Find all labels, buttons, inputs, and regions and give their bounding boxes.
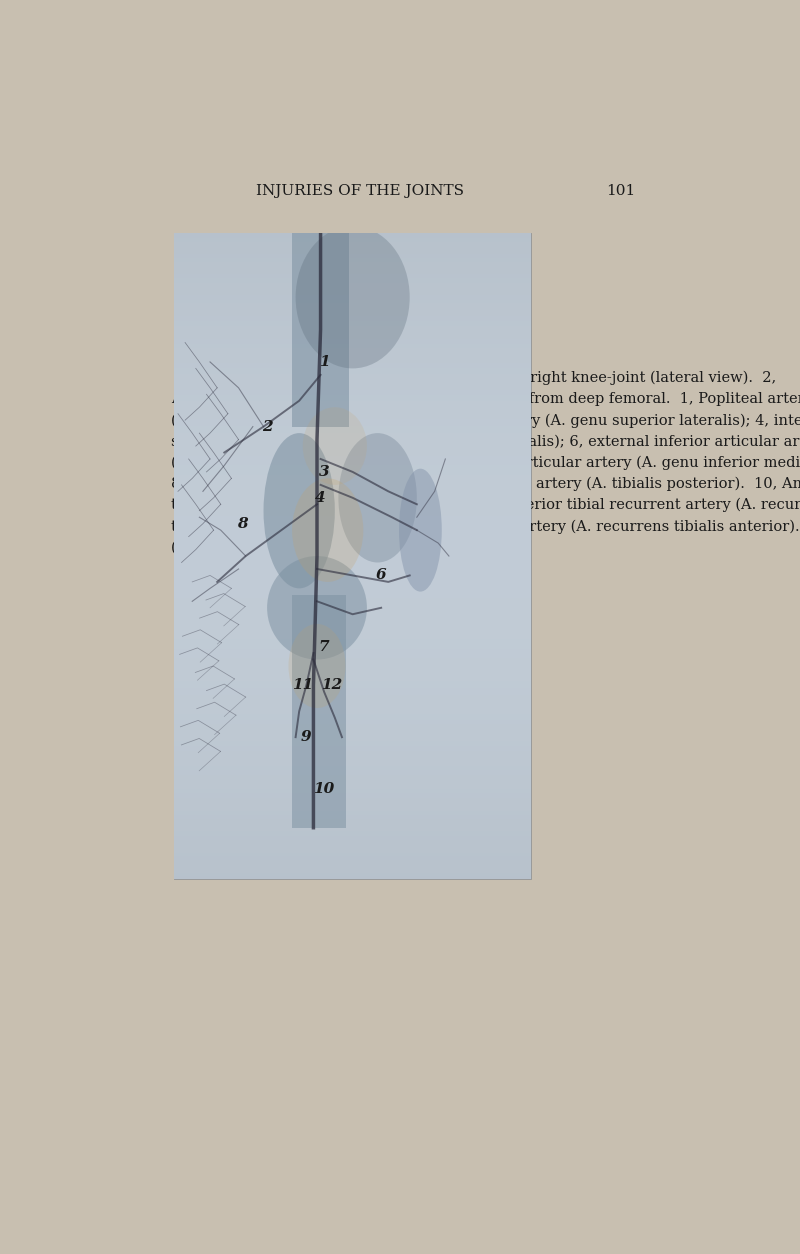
Text: Fig. 52.—The blood-supply in and around the right knee-joint (lateral view).  2,: Fig. 52.—The blood-supply in and around … (190, 371, 776, 385)
Text: superior articular artery (A. genu superior medialis); 6, external inferior arti: superior articular artery (A. genu super… (171, 434, 800, 449)
Text: 8, sural arteries (Aa. surales).  9, Posterior tibial artery (A. tibialis poster: 8, sural arteries (Aa. surales). 9, Post… (171, 477, 800, 492)
Text: (Surgical Clinics of John B. Murphy.): (Surgical Clinics of John B. Murphy.) (171, 540, 443, 556)
Text: (A. genu inferior lateralis); 7, internal inferior articular artery (A. genu inf: (A. genu inferior lateralis); 7, interna… (171, 455, 800, 470)
Text: 101: 101 (606, 184, 635, 198)
Text: (A. poplitea): 3, External superior articular artery (A. genu superior lateralis: (A. poplitea): 3, External superior arti… (171, 413, 800, 428)
Text: tibialis posterior); 12, anterior tibial recurrent artery (A. recurrens tibialis: tibialis posterior); 12, anterior tibial… (171, 519, 800, 534)
Bar (174, 232, 531, 879)
Text: INJURIES OF THE JOINTS: INJURIES OF THE JOINTS (256, 184, 464, 198)
Text: Anastomotica magna artery (A. genu suprema), from deep femoral.  1, Popliteal ar: Anastomotica magna artery (A. genu supre… (171, 391, 800, 406)
Text: terior tibial artery (A. tibialis anterior): 11, Posterior tibial recurrent arte: terior tibial artery (A. tibialis anteri… (171, 498, 800, 513)
